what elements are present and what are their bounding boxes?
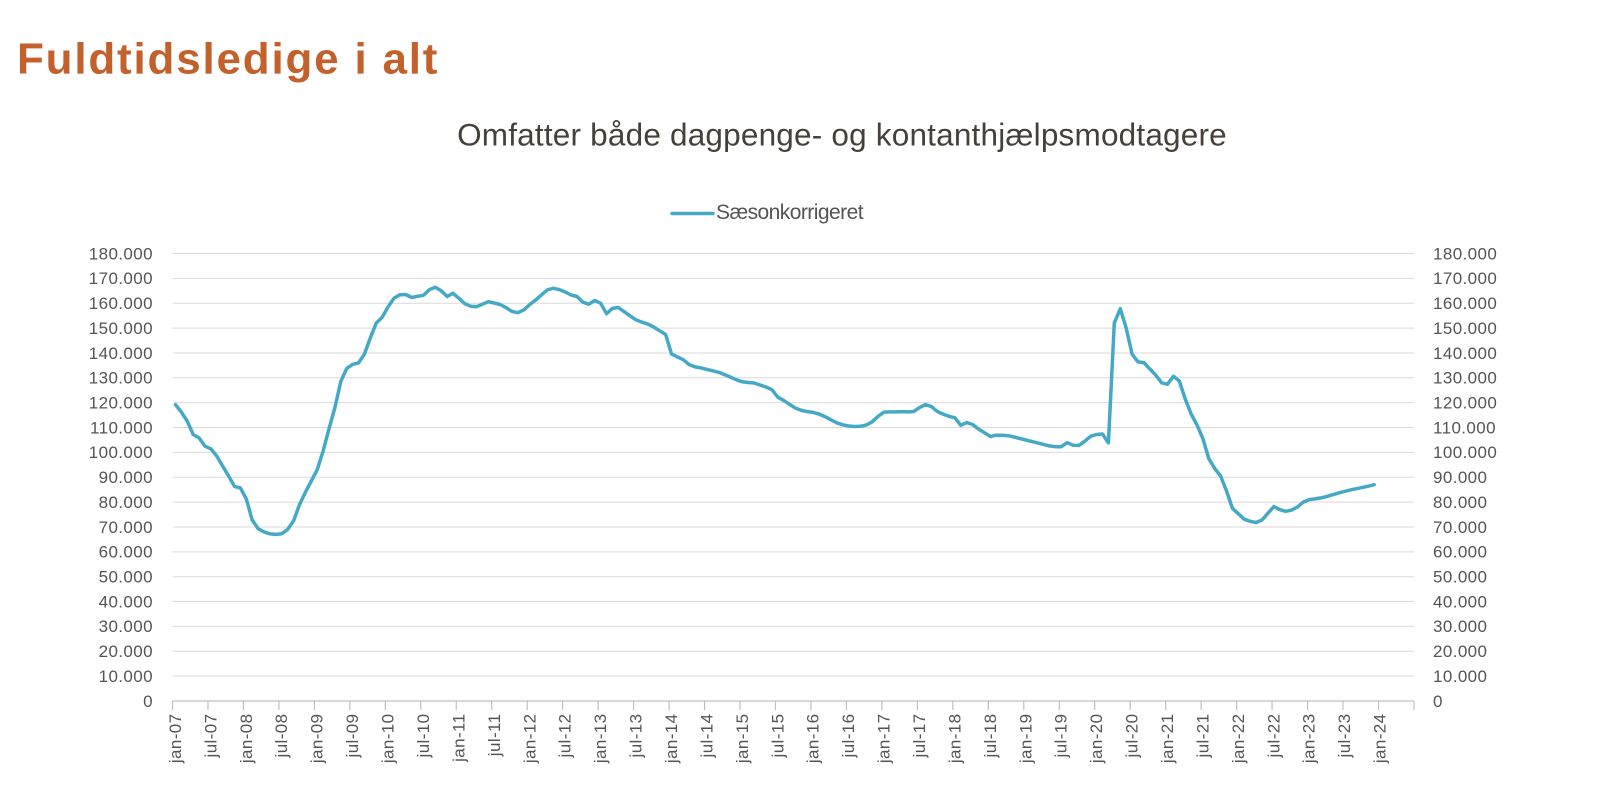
svg-text:160.000: 160.000	[1433, 294, 1497, 313]
svg-text:jan-07: jan-07	[166, 714, 185, 765]
svg-text:120.000: 120.000	[1433, 393, 1497, 412]
svg-text:jul-12: jul-12	[556, 714, 575, 759]
svg-text:jan-19: jan-19	[1016, 714, 1035, 765]
svg-text:150.000: 150.000	[89, 319, 153, 338]
svg-text:jan-22: jan-22	[1229, 714, 1248, 765]
svg-text:60.000: 60.000	[1433, 543, 1487, 562]
svg-text:160.000: 160.000	[89, 294, 153, 313]
svg-text:80.000: 80.000	[1433, 493, 1487, 512]
svg-text:110.000: 110.000	[90, 418, 153, 437]
svg-text:jul-11: jul-11	[485, 714, 504, 758]
svg-text:jul-15: jul-15	[768, 714, 787, 759]
svg-text:120.000: 120.000	[89, 393, 153, 412]
svg-text:jul-08: jul-08	[272, 714, 291, 759]
svg-text:170.000: 170.000	[89, 269, 153, 288]
svg-text:jan-23: jan-23	[1300, 714, 1319, 765]
svg-text:jan-09: jan-09	[308, 714, 327, 765]
svg-text:70.000: 70.000	[99, 518, 153, 537]
svg-text:170.000: 170.000	[1433, 269, 1497, 288]
svg-text:110.000: 110.000	[1433, 418, 1496, 437]
svg-text:80.000: 80.000	[99, 493, 153, 512]
svg-text:130.000: 130.000	[1433, 369, 1497, 388]
svg-text:40.000: 40.000	[1433, 592, 1487, 611]
svg-text:10.000: 10.000	[1433, 667, 1487, 686]
svg-text:jan-08: jan-08	[237, 714, 256, 765]
svg-text:jan-21: jan-21	[1158, 714, 1177, 765]
svg-text:150.000: 150.000	[1433, 319, 1497, 338]
svg-text:140.000: 140.000	[1433, 344, 1497, 363]
svg-text:jul-20: jul-20	[1123, 714, 1142, 759]
svg-text:10.000: 10.000	[99, 667, 153, 686]
svg-text:jul-23: jul-23	[1335, 714, 1354, 759]
svg-text:jan-17: jan-17	[875, 714, 894, 765]
svg-text:140.000: 140.000	[89, 344, 153, 363]
svg-text:jan-18: jan-18	[945, 714, 964, 765]
svg-text:100.000: 100.000	[89, 443, 153, 462]
svg-text:jul-09: jul-09	[343, 714, 362, 759]
svg-text:40.000: 40.000	[99, 592, 153, 611]
svg-text:90.000: 90.000	[99, 468, 153, 487]
svg-text:20.000: 20.000	[1433, 642, 1487, 661]
svg-text:0: 0	[143, 692, 153, 711]
svg-text:60.000: 60.000	[99, 543, 153, 562]
svg-text:jul-13: jul-13	[627, 714, 646, 759]
svg-text:30.000: 30.000	[99, 617, 153, 636]
svg-text:jul-07: jul-07	[201, 714, 220, 759]
svg-text:jul-21: jul-21	[1193, 714, 1212, 759]
svg-text:50.000: 50.000	[99, 567, 153, 586]
svg-text:Fuldtidsledige i alt: Fuldtidsledige i alt	[17, 35, 439, 84]
svg-text:70.000: 70.000	[1433, 518, 1487, 537]
svg-text:Sæsonkorrigeret: Sæsonkorrigeret	[716, 201, 864, 224]
svg-text:20.000: 20.000	[99, 642, 153, 661]
svg-text:jan-11: jan-11	[449, 714, 468, 763]
svg-text:jul-17: jul-17	[910, 714, 929, 759]
svg-text:100.000: 100.000	[1433, 443, 1497, 462]
svg-text:30.000: 30.000	[1433, 617, 1487, 636]
svg-text:jul-19: jul-19	[1052, 714, 1071, 759]
svg-text:0: 0	[1433, 692, 1443, 711]
svg-text:jan-12: jan-12	[520, 714, 539, 765]
svg-text:jul-14: jul-14	[697, 714, 716, 759]
svg-text:50.000: 50.000	[1433, 567, 1487, 586]
svg-text:jan-14: jan-14	[662, 714, 681, 765]
svg-text:jul-16: jul-16	[839, 714, 858, 759]
svg-text:jul-10: jul-10	[414, 714, 433, 759]
svg-text:90.000: 90.000	[1433, 468, 1487, 487]
svg-text:jul-22: jul-22	[1264, 714, 1283, 759]
svg-text:jan-13: jan-13	[591, 714, 610, 765]
svg-text:jan-15: jan-15	[733, 714, 752, 765]
svg-text:130.000: 130.000	[89, 369, 153, 388]
svg-text:jul-18: jul-18	[981, 714, 1000, 759]
svg-text:jan-20: jan-20	[1087, 714, 1106, 765]
svg-text:jan-24: jan-24	[1371, 714, 1390, 765]
svg-text:180.000: 180.000	[89, 244, 153, 263]
svg-text:jan-16: jan-16	[804, 714, 823, 765]
svg-text:Omfatter både dagpenge- og kon: Omfatter både dagpenge- og kontanthjælps…	[457, 117, 1227, 153]
svg-text:jan-10: jan-10	[379, 714, 398, 765]
svg-text:180.000: 180.000	[1433, 244, 1497, 263]
